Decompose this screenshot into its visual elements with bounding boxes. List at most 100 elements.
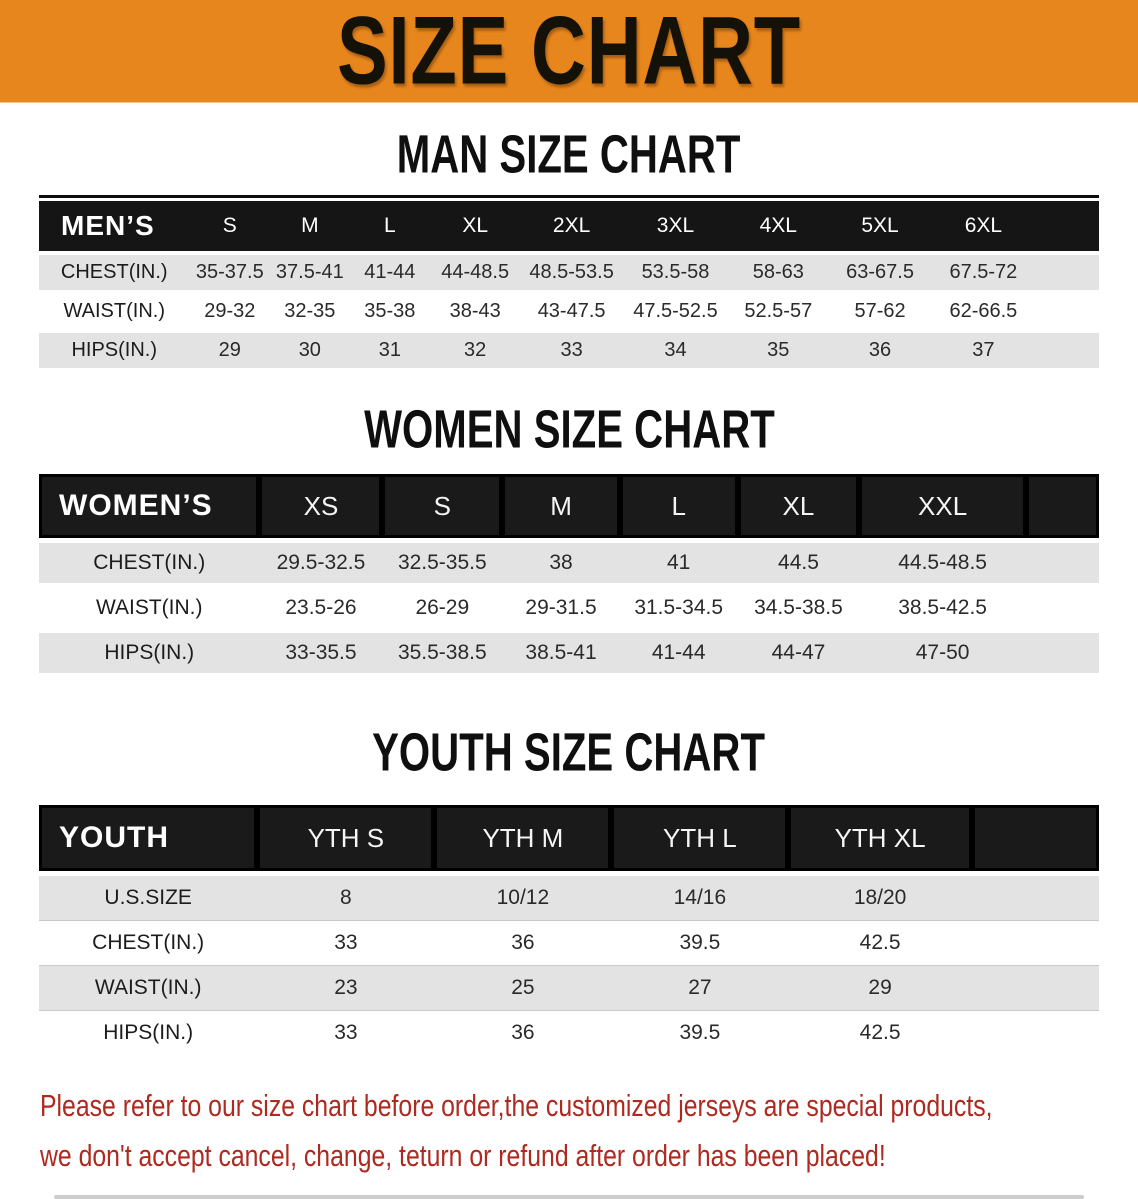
- value-cell: 29: [788, 965, 972, 1011]
- spacer-cell: [1035, 329, 1099, 368]
- men-hips-row: HIPS(IN.) 29 30 31 32 33 34 35 36 37: [39, 329, 1099, 368]
- value-cell: 23.5-26: [259, 583, 383, 631]
- women-section-title: WOMEN SIZE CHART: [363, 400, 775, 460]
- value-cell: 52.5-57: [727, 290, 829, 331]
- spacer-cell: [1025, 540, 1099, 586]
- size-header-cell: YTH M: [434, 805, 612, 876]
- size-header-cell: S: [189, 201, 271, 255]
- row-label: CHEST(IN.): [39, 540, 260, 586]
- value-cell: 38.5-42.5: [859, 583, 1026, 631]
- youth-size-table: YOUTH YTH S YTH M YTH L YTH XL U.S.SIZE …: [39, 805, 1099, 1055]
- youth-hips-row: HIPS(IN.) 33 36 39.5 42.5: [39, 1010, 1099, 1055]
- row-label: U.S.SIZE: [39, 873, 258, 921]
- value-cell: 29-32: [189, 290, 271, 331]
- size-header-cell: 4XL: [727, 201, 829, 255]
- spacer-cell: [1035, 201, 1099, 255]
- size-header-cell: S: [382, 474, 503, 543]
- size-header-cell: 5XL: [828, 201, 932, 255]
- value-cell: 67.5-72: [931, 253, 1036, 292]
- value-cell: 39.5: [611, 1010, 789, 1055]
- value-cell: 36: [434, 920, 612, 966]
- value-cell: 58-63: [727, 253, 829, 292]
- value-cell: 33-35.5: [259, 628, 383, 673]
- value-cell: 41: [619, 540, 738, 586]
- row-label: HIPS(IN.): [39, 1010, 258, 1055]
- value-cell: 32-35: [270, 290, 350, 331]
- youth-chest-row: CHEST(IN.) 33 36 39.5 42.5: [39, 920, 1099, 966]
- men-waist-row: WAIST(IN.) 29-32 32-35 35-38 38-43 43-47…: [39, 290, 1099, 331]
- value-cell: 25: [434, 965, 612, 1011]
- value-cell: 18/20: [788, 873, 972, 921]
- row-label: WAIST(IN.): [39, 965, 258, 1011]
- value-cell: 47-50: [859, 628, 1026, 673]
- men-size-table: MEN’S S M L XL 2XL 3XL 4XL 5XL 6XL CHEST…: [39, 195, 1099, 368]
- youth-waist-row: WAIST(IN.) 23 25 27 29: [39, 965, 1099, 1011]
- value-cell: 33: [520, 329, 624, 368]
- value-cell: 47.5-52.5: [623, 290, 728, 331]
- value-cell: 29-31.5: [502, 583, 620, 631]
- value-cell: 33: [257, 1010, 435, 1055]
- youth-ussize-row: U.S.SIZE 8 10/12 14/16 18/20: [39, 873, 1099, 921]
- size-header-cell: M: [502, 474, 620, 543]
- value-cell: 34: [623, 329, 728, 368]
- men-section-title: MAN SIZE CHART: [397, 125, 741, 185]
- men-table-label: MEN’S: [39, 201, 190, 255]
- men-header-row: MEN’S S M L XL 2XL 3XL 4XL 5XL 6XL: [39, 201, 1099, 255]
- value-cell: 31.5-34.5: [619, 583, 738, 631]
- youth-section-title: YOUTH SIZE CHART: [372, 723, 766, 783]
- value-cell: 14/16: [611, 873, 789, 921]
- spacer-cell: [1025, 474, 1099, 543]
- size-header-cell: XXL: [859, 474, 1026, 543]
- order-disclaimer: Please refer to our size chart before or…: [40, 1081, 1138, 1181]
- value-cell: 32.5-35.5: [382, 540, 503, 586]
- value-cell: 38.5-41: [502, 628, 620, 673]
- value-cell: 38: [502, 540, 620, 586]
- row-label: WAIST(IN.): [39, 290, 190, 331]
- size-header-cell: YTH XL: [788, 805, 972, 876]
- size-header-cell: L: [619, 474, 738, 543]
- size-header-cell: XS: [259, 474, 383, 543]
- size-header-cell: 2XL: [520, 201, 624, 255]
- men-table-top-rule: [39, 195, 1099, 198]
- size-header-cell: XL: [430, 201, 521, 255]
- spacer-cell: [1035, 253, 1099, 292]
- women-size-table: WOMEN’S XS S M L XL XXL CHEST(IN.) 29.5-…: [39, 474, 1099, 673]
- row-label: WAIST(IN.): [39, 583, 260, 631]
- value-cell: 42.5: [788, 1010, 972, 1055]
- value-cell: 29: [189, 329, 271, 368]
- value-cell: 30: [270, 329, 350, 368]
- value-cell: 34.5-38.5: [737, 583, 860, 631]
- value-cell: 53.5-58: [623, 253, 728, 292]
- value-cell: 44.5: [737, 540, 860, 586]
- disclaimer-line-2: we don't accept cancel, change, teturn o…: [40, 1138, 886, 1173]
- value-cell: 42.5: [788, 920, 972, 966]
- value-cell: 41-44: [349, 253, 431, 292]
- value-cell: 26-29: [382, 583, 503, 631]
- spacer-cell: [971, 805, 1099, 876]
- row-label: CHEST(IN.): [39, 920, 258, 966]
- disclaimer-line-1: Please refer to our size chart before or…: [40, 1088, 993, 1123]
- size-header-cell: YTH S: [257, 805, 435, 876]
- value-cell: 41-44: [619, 628, 738, 673]
- women-hips-row: HIPS(IN.) 33-35.5 35.5-38.5 38.5-41 41-4…: [39, 628, 1099, 673]
- spacer-cell: [971, 920, 1099, 966]
- value-cell: 36: [434, 1010, 612, 1055]
- value-cell: 35-37.5: [189, 253, 271, 292]
- women-waist-row: WAIST(IN.) 23.5-26 26-29 29-31.5 31.5-34…: [39, 583, 1099, 631]
- youth-header-row: YOUTH YTH S YTH M YTH L YTH XL: [39, 805, 1099, 876]
- value-cell: 63-67.5: [828, 253, 932, 292]
- men-chest-row: CHEST(IN.) 35-37.5 37.5-41 41-44 44-48.5…: [39, 253, 1099, 292]
- value-cell: 33: [257, 920, 435, 966]
- spacer-cell: [971, 965, 1099, 1011]
- youth-table-label: YOUTH: [39, 805, 258, 876]
- spacer-cell: [1025, 583, 1099, 631]
- spacer-cell: [971, 873, 1099, 921]
- spacer-cell: [1025, 628, 1099, 673]
- size-header-cell: L: [349, 201, 431, 255]
- value-cell: 44-47: [737, 628, 860, 673]
- women-header-row: WOMEN’S XS S M L XL XXL: [39, 474, 1099, 543]
- women-chest-row: CHEST(IN.) 29.5-32.5 32.5-35.5 38 41 44.…: [39, 540, 1099, 586]
- value-cell: 38-43: [430, 290, 521, 331]
- value-cell: 36: [828, 329, 932, 368]
- value-cell: 57-62: [828, 290, 932, 331]
